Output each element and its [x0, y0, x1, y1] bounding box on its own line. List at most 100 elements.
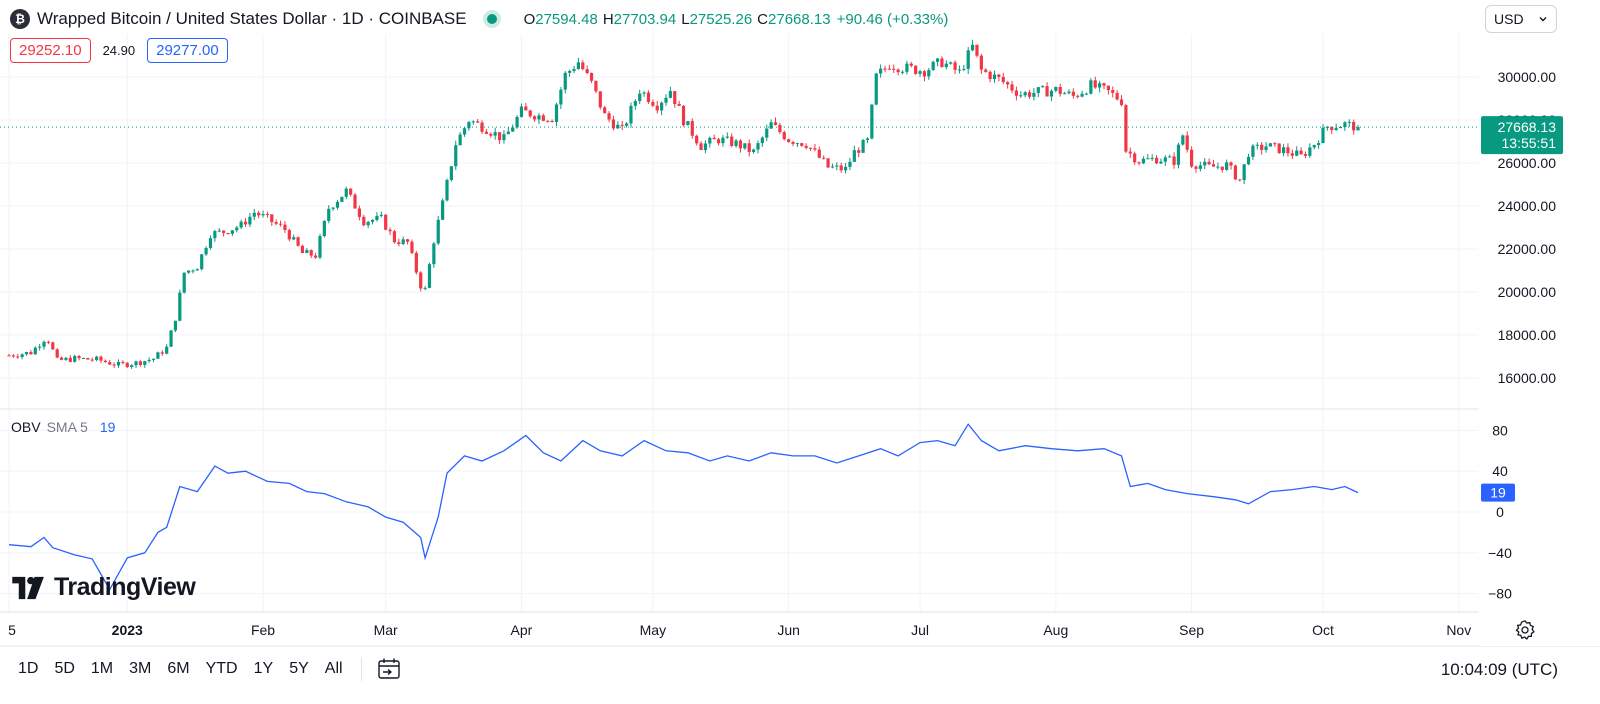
candle-body: [278, 223, 283, 225]
candle-body: [839, 165, 843, 171]
candle-body: [765, 128, 769, 138]
candle-body: [1010, 84, 1014, 91]
candle-body: [353, 194, 357, 209]
candle-body: [419, 272, 423, 289]
candle-body: [213, 231, 217, 239]
candle-body: [852, 150, 856, 162]
candle-body: [397, 242, 401, 245]
candle-body: [432, 243, 436, 265]
candle-body: [773, 122, 778, 125]
open-value: 27594.48: [535, 10, 598, 28]
candle-body: [64, 357, 68, 360]
candle-body: [511, 127, 515, 132]
candle-body: [160, 352, 164, 354]
price-axis-label: 30000.00: [1498, 69, 1557, 85]
obv-axis-label: 40: [1492, 463, 1508, 479]
tradingview-logo[interactable]: TradingView: [12, 573, 196, 602]
candle-body: [1238, 179, 1242, 181]
candle-body: [165, 346, 169, 354]
candle-body: [73, 356, 77, 362]
candle-body: [550, 120, 554, 123]
timeframe-1d[interactable]: 1D: [18, 660, 39, 677]
currency-select[interactable]: USD: [1485, 5, 1557, 33]
timeframe-5d[interactable]: 5D: [54, 660, 75, 677]
candle-body: [681, 105, 686, 126]
candle-body: [791, 142, 795, 144]
calendar-range-icon[interactable]: [376, 656, 402, 682]
last-price-countdown: 13:55:51: [1502, 135, 1557, 151]
candle-body: [835, 165, 839, 167]
candle-body: [528, 110, 532, 117]
timeframe-ytd[interactable]: YTD: [205, 660, 238, 677]
candle-body: [1225, 162, 1229, 170]
candle-body: [1036, 87, 1040, 93]
obv-axis-label: −80: [1488, 586, 1512, 602]
candle-body: [677, 104, 681, 106]
candle-body: [506, 131, 510, 135]
obv-sma: SMA 5: [46, 419, 88, 435]
obv-axis-label: 0: [1496, 504, 1504, 520]
candle-body: [226, 232, 230, 234]
candle-body: [541, 115, 545, 121]
candle-body: [594, 80, 598, 92]
candle-body: [664, 97, 668, 103]
candle-body: [20, 354, 24, 358]
candle-body: [1273, 143, 1277, 145]
candle-body: [331, 207, 335, 209]
candle-body: [922, 71, 927, 77]
settings-gear-icon[interactable]: [1514, 619, 1536, 641]
change-value: +90.46 (+0.33%): [836, 10, 949, 28]
candle-body: [1255, 144, 1259, 146]
obv-legend[interactable]: OBV SMA 5 19: [11, 419, 115, 435]
candle-body: [559, 89, 563, 105]
buy-price-button[interactable]: 29277.00: [147, 38, 228, 63]
sell-price-button[interactable]: 29252.10: [10, 38, 91, 63]
timeframe-1m[interactable]: 1M: [90, 660, 114, 677]
candle-body: [1260, 144, 1264, 150]
timeframe-6m[interactable]: 6M: [167, 660, 190, 677]
candle-body: [1137, 162, 1141, 164]
symbol-title[interactable]: Wrapped Bitcoin / United States Dollar ·…: [37, 9, 467, 28]
candle-body: [1176, 144, 1181, 165]
candle-body: [243, 221, 248, 225]
candle-body: [1268, 143, 1273, 147]
candle-body: [357, 208, 361, 217]
candle-body: [554, 104, 559, 123]
candle-body: [1141, 158, 1146, 164]
candle-body: [90, 359, 94, 361]
candle-body: [1150, 157, 1154, 159]
candle-body: [581, 62, 585, 70]
candle-body: [1343, 122, 1347, 128]
candle-body: [892, 68, 896, 70]
candle-body: [186, 270, 191, 273]
candle-body: [1019, 95, 1023, 97]
candle-body: [699, 143, 703, 150]
timeframe-5y[interactable]: 5Y: [289, 660, 309, 677]
candle-body: [568, 70, 572, 73]
timeframe-all[interactable]: All: [324, 660, 343, 677]
timeframe-3m[interactable]: 3M: [129, 660, 152, 677]
candle-body: [975, 44, 979, 56]
candle-body: [1168, 156, 1172, 158]
candle-body: [1076, 95, 1080, 97]
timeframe-1y[interactable]: 1Y: [253, 660, 274, 677]
candle-body: [576, 62, 580, 70]
candle-body: [493, 132, 497, 136]
candle-body: [414, 252, 418, 273]
candle-body: [230, 230, 234, 234]
price-axis-label: 24000.00: [1498, 198, 1557, 214]
candle-body: [655, 105, 659, 111]
candle-body: [1356, 127, 1360, 131]
candle-body: [1058, 86, 1062, 94]
candle-body: [103, 360, 107, 363]
market-status-icon[interactable]: [486, 14, 497, 24]
candle-body: [918, 71, 922, 74]
candle-body: [800, 143, 804, 146]
candle-body: [879, 68, 883, 74]
candle-body: [95, 356, 99, 360]
utc-clock[interactable]: 10:04:09 (UTC): [1440, 660, 1558, 679]
candle-body: [156, 352, 160, 359]
candle-body: [1159, 161, 1163, 164]
candle-body: [813, 148, 817, 150]
